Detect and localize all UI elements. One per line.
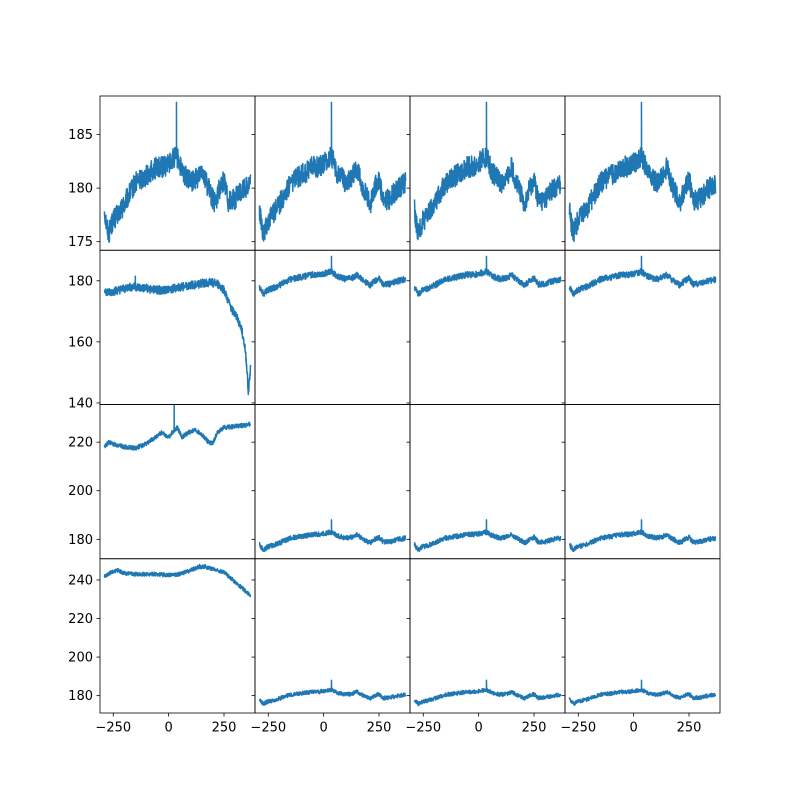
subplot-r3-c0: 180 200 220 240 −250 0 250: [68, 558, 256, 736]
series-line: [568, 519, 717, 553]
y-tick-label: 180: [68, 182, 93, 197]
subplot-r3-c3: −250 0 250: [560, 558, 721, 736]
series-line: [568, 679, 717, 706]
x-tick-label: 250: [677, 721, 702, 736]
series-line: [258, 679, 407, 706]
series-line: [103, 404, 252, 451]
x-tick-label: 0: [475, 721, 483, 736]
x-tick-label: 0: [630, 721, 638, 736]
series-line: [568, 255, 717, 297]
series-line: [258, 255, 407, 297]
series-line: [103, 101, 252, 243]
x-tick-label: −250: [405, 721, 441, 736]
x-tick-label: 250: [212, 721, 237, 736]
x-tick-label: 250: [522, 721, 547, 736]
series-line: [413, 679, 562, 707]
series-line: [103, 275, 252, 396]
x-tick-label: 0: [320, 721, 328, 736]
y-tick-label: 140: [68, 396, 93, 411]
subplot-grid: 175 180 185 140 160 180 180 200 220 180 200 220 240 −…: [68, 95, 721, 736]
y-tick-label: 200: [68, 651, 93, 666]
series-line: [413, 101, 562, 241]
series-line: [568, 101, 717, 243]
y-tick-label: 175: [68, 235, 93, 250]
y-tick-label: 220: [68, 436, 93, 451]
subplot-r3-c2: −250 0 250: [405, 558, 566, 736]
y-tick-label: 180: [68, 274, 93, 289]
y-tick-label: 200: [68, 484, 93, 499]
y-tick-label: 220: [68, 612, 93, 627]
subplot-r2-c0: 180 200 220: [68, 404, 256, 560]
series-line: [413, 255, 562, 297]
series-line: [258, 101, 407, 242]
x-tick-label: 250: [367, 721, 392, 736]
y-tick-label: 185: [68, 128, 93, 143]
x-tick-label: −250: [250, 721, 286, 736]
series-line: [258, 519, 407, 552]
x-tick-label: −250: [560, 721, 596, 736]
y-tick-label: 180: [68, 689, 93, 704]
axes-frame: [564, 558, 721, 714]
x-tick-label: 0: [165, 721, 173, 736]
y-tick-label: 180: [68, 533, 93, 548]
series-line: [413, 519, 562, 552]
series-line: [103, 563, 252, 598]
x-tick-label: −250: [95, 721, 131, 736]
y-tick-label: 240: [68, 573, 93, 588]
y-tick-label: 160: [68, 335, 93, 350]
